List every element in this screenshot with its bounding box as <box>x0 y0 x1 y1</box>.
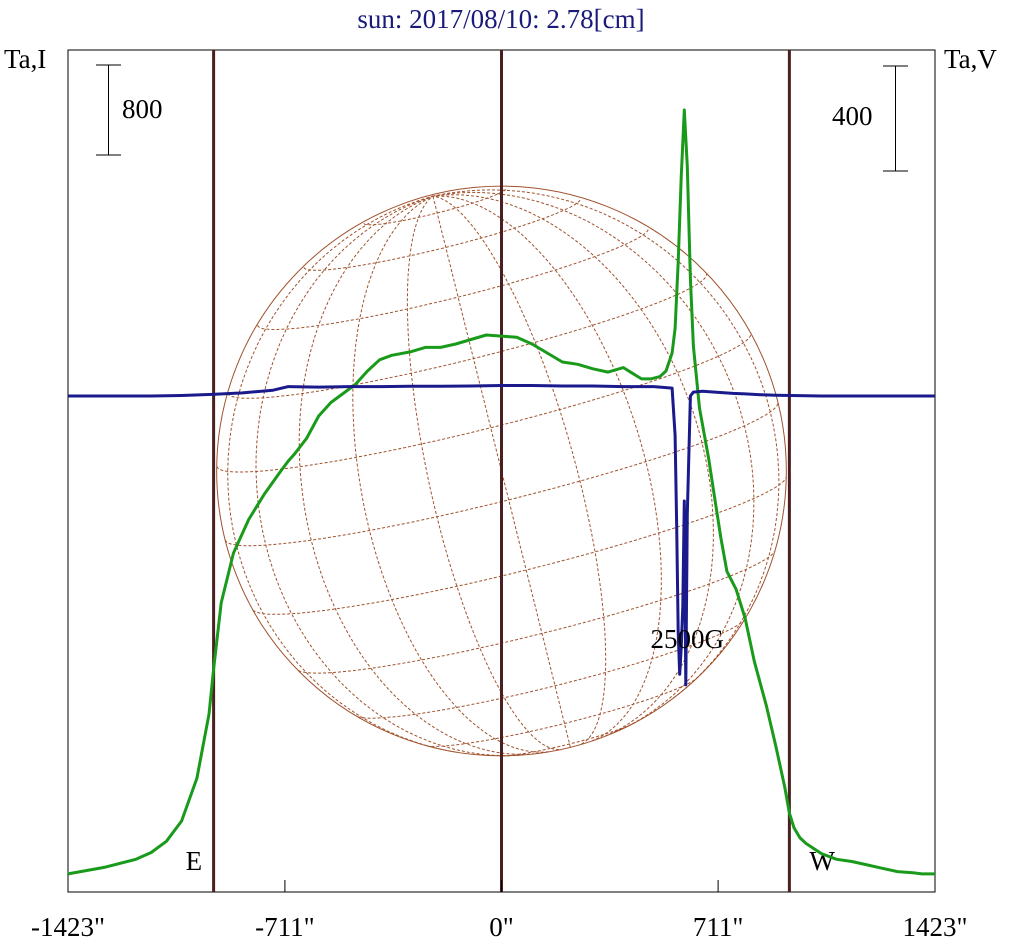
left-scale-bar-label: 800 <box>122 94 163 124</box>
x-tick-label: 1423" <box>902 912 967 941</box>
longitude-line <box>255 195 520 757</box>
right-axis-label: Ta,V <box>944 44 997 74</box>
longitude-line <box>432 195 571 748</box>
longitude-line <box>432 191 755 731</box>
annotations: 2500G <box>651 624 725 654</box>
left-axis-label: Ta,I <box>4 44 46 74</box>
longitude-line <box>298 195 540 755</box>
latitude-line <box>426 677 698 747</box>
right-scale-bar <box>883 65 908 172</box>
latitude-line <box>257 227 649 330</box>
longitude-line <box>432 195 607 745</box>
series-line <box>67 108 935 876</box>
series-line <box>68 384 935 687</box>
longitude-line <box>406 195 560 751</box>
series-lines <box>67 108 935 876</box>
latitude-line <box>503 722 635 757</box>
left-scale-bar <box>96 64 121 156</box>
x-tick-label: -1423" <box>31 912 105 941</box>
longitude-line <box>432 195 662 742</box>
latitude-line <box>298 551 775 674</box>
longitude-line <box>352 195 549 753</box>
latitude-line <box>357 620 745 719</box>
x-axis-ticks: -1423" -711" 0" 711" 1423" <box>31 880 968 941</box>
x-tick-label: 0" <box>489 912 514 941</box>
x-tick-label: 711" <box>693 912 744 941</box>
right-scale-bar-label: 400 <box>832 101 873 131</box>
latitude-line <box>227 273 708 399</box>
solar-disk-grid <box>216 185 787 757</box>
annotation-label: 2500G <box>651 624 725 654</box>
limb-label: E <box>186 846 203 876</box>
longitude-line <box>227 195 457 753</box>
longitude-line <box>432 189 780 699</box>
latitude-line <box>252 476 787 615</box>
latitude-line <box>303 198 581 271</box>
x-tick-label: -711" <box>255 912 315 941</box>
chart-title: sun: 2017/08/10: 2.78[cm] <box>357 4 644 34</box>
limb-label: W <box>809 846 835 876</box>
longitude-line <box>432 194 714 739</box>
